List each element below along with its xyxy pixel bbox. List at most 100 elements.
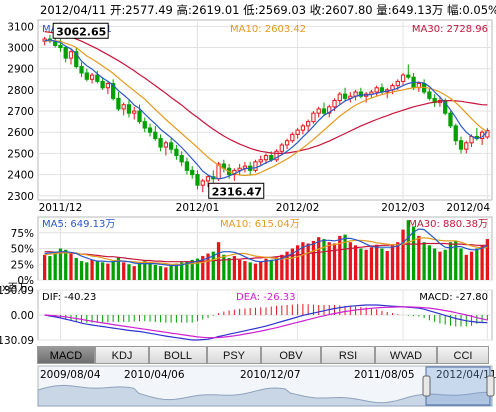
candle-body: [258, 159, 263, 163]
volume-bar: [64, 249, 68, 280]
tab-wvad[interactable]: WVAD: [375, 346, 437, 364]
volume-bar: [433, 248, 437, 280]
navigator-date-label: 2012/04/11: [436, 369, 496, 381]
volume-bar: [469, 251, 474, 280]
candle-body: [342, 93, 348, 99]
tab-rsi[interactable]: RSI: [321, 346, 375, 364]
candle-body: [95, 74, 100, 82]
volume-bar: [343, 234, 347, 280]
volume-bar: [143, 261, 147, 280]
candle-body: [200, 180, 205, 186]
tab-psy[interactable]: PSY: [207, 346, 261, 364]
candle-body: [321, 108, 327, 114]
navigator-right-handle[interactable]: [486, 375, 495, 397]
volume-bar: [90, 259, 94, 280]
high-callout-box: [52, 22, 109, 39]
volume-y-tick: 75%: [11, 228, 34, 240]
volume-bar: [58, 248, 63, 280]
volume-bar: [353, 245, 358, 280]
x-axis-label: 2012/01: [176, 202, 220, 214]
candle-body: [300, 125, 306, 131]
candle-body: [332, 99, 337, 108]
volume-ma5-line: [44, 228, 488, 267]
volume-bar: [95, 261, 99, 280]
tab-obv[interactable]: OBV: [261, 346, 321, 364]
volume-unit-label: x百万: [2, 282, 28, 294]
volume-bar: [253, 263, 258, 280]
volume-bar: [332, 243, 337, 280]
volume-bar: [174, 263, 179, 280]
macd-y-tick: 130.09: [0, 285, 34, 297]
volume-y-tick: 25%: [11, 259, 34, 271]
tab-macd[interactable]: MACD: [37, 346, 95, 364]
volume-bar: [301, 242, 305, 280]
volume-bar: [264, 258, 268, 280]
macd-y-tick: -130.09: [0, 335, 34, 347]
volume-bar: [201, 256, 205, 280]
candle-body: [100, 80, 105, 89]
candle-body: [111, 83, 116, 99]
candle-body: [147, 127, 153, 133]
candle-body: [295, 129, 300, 135]
candle-body: [74, 51, 79, 68]
navigator-date-label: 2010/04/06: [124, 369, 185, 381]
volume-bar: [348, 242, 352, 280]
ma5-line: [44, 39, 488, 180]
dea-line: [44, 306, 488, 339]
navigator-date-label: 2010/12/07: [240, 369, 301, 381]
volume-y-tick: 0%: [17, 275, 34, 287]
volume-bar: [153, 264, 157, 280]
price-y-tick: 2500: [7, 148, 34, 160]
candle-body: [279, 144, 284, 152]
candle-body: [290, 133, 295, 142]
volume-bar: [480, 245, 484, 280]
volume-bar: [190, 259, 194, 280]
x-axis-label: 2012/03: [381, 202, 425, 214]
volume-bar: [169, 264, 173, 280]
volume-bar: [137, 263, 142, 280]
candle-body: [158, 138, 163, 148]
volume-bar: [327, 242, 331, 280]
candle-body: [253, 161, 258, 171]
volume-bar: [248, 262, 252, 280]
ma5-volume-label: MA5: 649.13万: [42, 219, 115, 230]
volume-bar: [390, 245, 395, 280]
candle-body: [132, 110, 137, 114]
dif-label: DIF: -40.23: [42, 292, 96, 303]
volume-bar: [106, 263, 110, 280]
volume-bar: [122, 262, 126, 280]
macd-y-tick: 0.00: [11, 310, 34, 322]
volume-bar: [427, 245, 432, 280]
volume-bar: [269, 259, 273, 280]
volume-bar: [385, 251, 389, 280]
candle-body: [269, 155, 274, 161]
volume-bar: [438, 251, 442, 280]
volume-bar: [459, 248, 463, 280]
volume-bar: [164, 267, 168, 280]
volume-bar: [464, 254, 468, 280]
volume-y-tick: 50%: [11, 244, 34, 256]
candle-body: [427, 91, 432, 99]
volume-bar: [317, 237, 321, 280]
volume-bar: [306, 243, 310, 280]
volume-bar: [274, 257, 279, 280]
tab-boll[interactable]: BOLL: [149, 346, 207, 364]
volume-bar: [116, 257, 121, 280]
candle-body: [306, 121, 311, 127]
candle-body: [126, 104, 132, 114]
candle-body: [316, 108, 321, 114]
candle-body: [464, 142, 469, 150]
dea-label: DEA: -26.33: [236, 292, 295, 303]
candle-body: [374, 87, 379, 93]
candle-body: [58, 44, 63, 49]
x-axis-label: 2012/04: [446, 202, 490, 214]
ma30-volume-label: MA30: 880.38万: [408, 219, 488, 230]
candle-body: [458, 140, 464, 150]
macd-value-label: MACD: -27.80: [419, 292, 488, 303]
ma30-price-label: MA30: 2728.96: [412, 24, 488, 35]
tab-kdj[interactable]: KDJ: [95, 346, 149, 364]
candle-body: [168, 142, 174, 150]
ma30-line: [44, 31, 488, 154]
navigator-left-handle[interactable]: [422, 375, 431, 397]
tab-cci[interactable]: CCI: [437, 346, 489, 364]
